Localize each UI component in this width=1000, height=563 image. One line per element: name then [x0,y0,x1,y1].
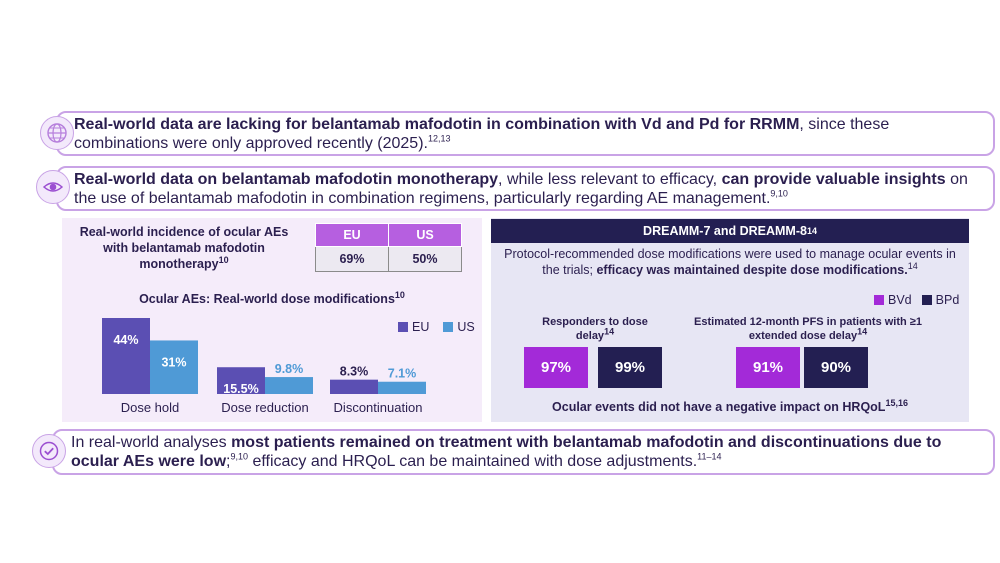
dreamm-footer: Ocular events did not have a negative im… [491,397,969,414]
dreamm-header-text: DREAMM-7 and DREAMM-8 [643,224,807,238]
banner-2-text: Real-world data on belantamab mafodotin … [74,170,986,208]
pfs-bpd-box: 90% [804,347,868,388]
legend-us-label: US [457,320,475,334]
bar-label-eu-2: 8.3% [340,365,369,379]
incidence-header-row: EU US [315,223,462,247]
incidence-table: EU US 69% 50% [315,223,462,272]
incidence-header-eu: EU [315,223,389,247]
responders-bpd-box: 99% [598,347,662,388]
banner-3-rest: efficacy and HRQoL can be maintained wit… [248,453,698,470]
bar-label-us-2: 7.1% [388,367,417,381]
banner-3-ref-2: 11–14 [697,451,722,462]
bar-us-1 [265,377,313,394]
dreamm-desc-ref: 14 [907,260,918,271]
incidence-value-eu: 69% [315,246,389,272]
legend-us-swatch [443,322,454,332]
incidence-title-ref: 10 [218,254,229,265]
category-label-0: Dose hold [121,400,180,415]
banner-3-semi: ; [226,453,231,470]
dreamm-header: DREAMM-7 and DREAMM-8 14 [491,219,969,243]
responders-title-text: Responders to dose delay [542,316,648,342]
bar-label-eu-1: 15.5% [223,382,258,396]
pfs-title-ref: 14 [857,326,868,337]
category-label-1: Dose reduction [221,400,308,415]
incidence-value-row: 69% 50% [315,246,462,272]
globe-badge [40,116,74,150]
legend-bvd-swatch [874,295,884,305]
bar-eu-2 [330,379,378,394]
legend-eu-swatch [398,322,408,332]
banner-monotherapy [56,166,995,211]
dreamm-desc-bold: efficacy was maintained despite dose mod… [596,263,908,277]
dreamm-footer-ref: 15,16 [885,397,908,408]
banner-2-bold-1: Real-world data on belantamab mafodotin … [74,171,499,188]
banner-1-text: Real-world data are lacking for belantam… [74,115,984,153]
bar-label-us-1: 9.8% [275,362,304,376]
check-badge-icon [39,441,59,461]
banner-2-ref: 9,10 [770,188,788,199]
dreamm-description: Protocol-recommended dose modifications … [494,246,966,278]
legend-eu-label: EU [412,320,430,334]
dreamm-desc-plain: Protocol-recommended dose modifications … [504,247,956,277]
responders-title-ref: 14 [604,326,615,337]
banner-1-rest: , since these combinations were only app… [74,116,890,152]
responders-bvd-box: 97% [524,347,588,388]
banner-1-bold: Real-world data are lacking for belantam… [74,116,800,133]
chart-title-ref: 10 [394,289,405,300]
dose-modification-chart: 44% 31% Dose hold 15.5% 9.8% Dose reduction 8.… [102,318,426,415]
check-badge [32,434,66,468]
bar-us-0 [150,340,198,394]
dreamm-footer-text: Ocular events did not have a negative im… [552,400,886,414]
pfs-bvd-box: 91% [736,347,800,388]
globe-icon [47,123,67,143]
banner-2-mid: , while less relevant to efficacy, [498,171,722,188]
dreamm-legend: BVd BPd [874,293,959,307]
pfs-title-text: Estimated 12-month PFS in patients with … [694,316,922,342]
incidence-title: Real-world incidence of ocular AEs with … [78,224,290,272]
banner-3-bold: most patients remained on treatment with… [71,434,942,470]
responders-title: Responders to dose delay14 [540,315,650,343]
dreamm-panel [491,218,969,422]
pfs-title: Estimated 12-month PFS in patients with … [688,315,928,343]
banner-2-rest: on the use of belantamab mafodotin in co… [74,171,968,207]
banner-3-text: In real-world analyses most patients rem… [71,433,987,471]
chart-legend: EU US [398,320,475,334]
bar-eu-0 [102,318,150,394]
eye-icon [42,182,64,192]
banner-data-lacking [56,111,995,156]
chart-title: Ocular AEs: Real-world dose modification… [62,289,482,306]
bar-eu-1 [217,367,265,394]
chart-title-text: Ocular AEs: Real-world dose modification… [139,292,395,306]
banner-1-ref: 12,13 [427,133,451,144]
category-label-2: Discontinuation [334,400,423,415]
incidence-title-text: Real-world incidence of ocular AEs with … [79,225,289,271]
banner-3-lead: In real-world analyses [71,434,232,451]
legend-bpd-swatch [921,295,932,305]
eye-badge [36,170,70,204]
banner-conclusion [52,429,995,475]
incidence-value-us: 50% [388,246,462,272]
legend-bvd-label: BVd [888,293,912,307]
bar-label-us-0: 31% [161,355,186,369]
bar-label-eu-0: 44% [113,333,138,347]
incidence-header-us: US [388,223,462,247]
banner-3-ref-1: 9,10 [230,451,248,462]
bar-us-2 [378,381,426,394]
banner-2-bold-2: can provide valuable insights [721,171,946,188]
legend-bpd-label: BPd [935,293,960,307]
